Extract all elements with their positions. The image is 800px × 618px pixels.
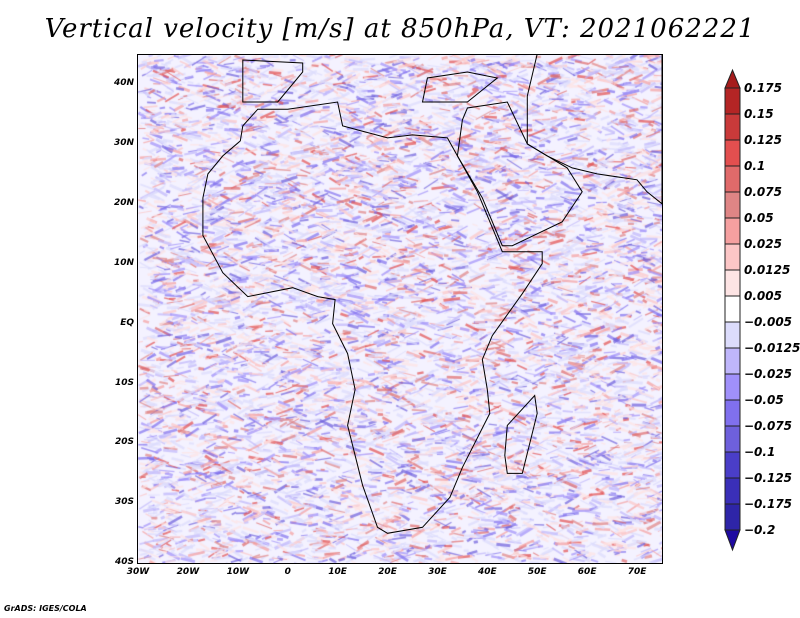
colorbar-label: 0.15 — [744, 107, 774, 121]
colorbar-label: 0.05 — [744, 211, 774, 225]
colorbar-bottom-arrow — [724, 529, 741, 552]
colorbar-label: −0.005 — [744, 315, 793, 329]
coastline — [242, 59, 304, 103]
colorbar-label: 0.075 — [744, 185, 782, 199]
colorbar-label: −0.175 — [744, 497, 793, 511]
lon-label: 30W — [126, 567, 150, 577]
colorbar-label: 0.025 — [744, 237, 782, 251]
colorbar-box — [724, 321, 741, 349]
colorbar-label: −0.1 — [744, 445, 776, 459]
lat-label: 30N — [113, 137, 134, 148]
colorbar-label: −0.025 — [744, 367, 793, 381]
colorbar-box — [724, 269, 741, 297]
colorbar-label: −0.05 — [744, 393, 784, 407]
lon-label: 20E — [378, 567, 397, 577]
colorbar — [724, 68, 741, 552]
lon-label: 50E — [527, 567, 547, 577]
lat-label: EQ — [120, 317, 134, 328]
colorbar-label: 0.125 — [744, 133, 782, 147]
colorbar-label: −0.0125 — [744, 341, 800, 355]
colorbar-box — [724, 399, 741, 427]
colorbar-box — [724, 373, 741, 401]
lon-label: 0 — [284, 567, 291, 577]
colorbar-box — [724, 503, 741, 531]
lat-label: 20S — [114, 437, 134, 448]
colorbar-box — [724, 113, 741, 141]
colorbar-label: 0.005 — [744, 289, 782, 303]
plot-title: Vertical velocity [m/s] at 850hPa, VT: 2… — [44, 14, 756, 44]
colorbar-label: −0.075 — [744, 419, 793, 433]
colorbar-top-arrow — [724, 68, 741, 89]
colorbar-box — [724, 347, 741, 375]
lon-label: 40E — [477, 567, 497, 577]
colorbar-box — [724, 87, 741, 115]
lat-label: 30S — [114, 497, 134, 508]
colorbar-box — [724, 217, 741, 245]
coastline — [526, 55, 662, 205]
colorbar-box — [724, 477, 741, 505]
coastline — [421, 71, 499, 103]
colorbar-label: −0.2 — [744, 523, 776, 537]
lat-label: 40N — [113, 78, 134, 88]
colorbar-label: 0.175 — [744, 81, 782, 95]
coastline — [504, 394, 538, 474]
colorbar-box — [724, 243, 741, 271]
colorbar-box — [724, 451, 741, 479]
colorbar-box — [724, 191, 741, 219]
credit-text: GrADS: IGES/COLA — [4, 604, 87, 613]
lon-label: 70E — [627, 567, 647, 577]
lon-label: 30E — [428, 567, 447, 577]
lon-label: 10W — [226, 567, 250, 577]
colorbar-label: −0.125 — [744, 471, 793, 485]
lon-label: 60E — [577, 567, 597, 577]
lat-label: 10N — [113, 257, 134, 268]
colorbar-box — [724, 425, 741, 453]
colorbar-box — [724, 139, 741, 167]
lat-label: 40S — [114, 557, 134, 568]
lon-label: 10E — [328, 567, 347, 577]
lat-label: 10S — [114, 377, 134, 388]
colorbar-box — [724, 165, 741, 193]
lon-label: 20W — [176, 567, 200, 577]
colorbar-label: 0.0125 — [744, 263, 791, 277]
colorbar-label: 0.1 — [744, 159, 766, 173]
lat-label: 20N — [113, 197, 134, 208]
colorbar-box — [724, 295, 741, 323]
vertical-velocity-map — [138, 55, 662, 563]
coastline — [202, 101, 543, 534]
coastline — [456, 101, 583, 247]
coastline-overlay — [202, 55, 662, 534]
